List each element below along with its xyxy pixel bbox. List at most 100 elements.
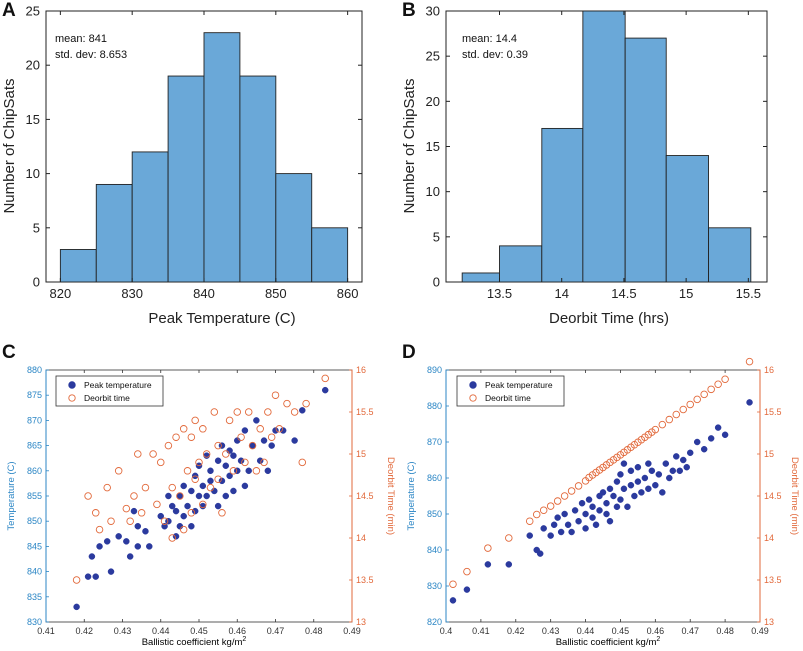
deorbit-time-point — [693, 395, 701, 404]
peak-temperature-point — [550, 521, 558, 529]
y-tick-label: 10 — [426, 184, 440, 199]
peak-temperature-point — [714, 424, 722, 431]
peak-temperature-point — [589, 514, 596, 521]
panel-d-legend: Peak temperature Deorbit time — [456, 375, 565, 407]
peak-temperature-point — [84, 573, 92, 580]
x-tick-label: 15 — [679, 286, 693, 301]
deorbit-time-point — [267, 433, 276, 441]
deorbit-time-point — [191, 416, 199, 425]
deorbit-time-point — [252, 467, 261, 475]
peak-temperature-point — [673, 453, 680, 460]
deorbit-time-point — [214, 441, 222, 450]
peak-temperature-point — [554, 514, 561, 521]
deorbit-time-point — [679, 405, 687, 414]
peak-temperature-point — [599, 489, 607, 496]
panel-a-bars — [59, 32, 349, 283]
peak-temperature-point — [693, 438, 701, 446]
panel-d-ylabel-right: Deorbit Time (min) — [789, 457, 800, 535]
deorbit-time-point — [449, 580, 457, 588]
panel-a-ticks: 820 830 840 850 860 0 5 10 15 20 25 — [26, 4, 362, 301]
panel-c-ticks: 0.41 0.42 0.43 0.44 0.45 0.46 0.47 0.48 0.49 830 8… — [27, 365, 374, 636]
deorbit-time-point — [103, 483, 111, 492]
deorbit-time-point — [84, 492, 92, 500]
panel-d-label: D — [402, 342, 416, 363]
peak-temperature-point — [253, 417, 260, 424]
peak-temperature-point — [211, 487, 218, 495]
panel-b-std: std. dev: 0.39 — [462, 49, 528, 61]
y-tick-label: 25 — [426, 49, 440, 64]
y-left-tick-label: 860 — [27, 466, 42, 476]
peak-temperature-point — [256, 457, 264, 464]
peak-temperature-point — [624, 503, 631, 511]
peak-temperature-point — [679, 456, 687, 464]
deorbit-time-point — [210, 408, 219, 416]
histogram-bar — [665, 155, 709, 283]
deorbit-time-point — [126, 517, 134, 525]
deorbit-time-point — [275, 425, 284, 433]
deorbit-time-point — [199, 425, 207, 433]
y-left-tick-label: 850 — [27, 516, 42, 526]
deorbit-time-point — [290, 408, 299, 416]
deorbit-time-point — [107, 517, 115, 525]
x-tick-label: 0.45 — [612, 626, 630, 636]
panel-c-xlabel: Ballistic coefficient kg/m2 — [142, 636, 247, 648]
deorbit-time-point — [141, 483, 150, 492]
legend-marker-peak — [469, 381, 477, 389]
y-tick-label: 20 — [426, 94, 440, 109]
peak-temperature-point — [686, 449, 694, 457]
panel-c-label: C — [2, 342, 16, 363]
peak-temperature-point — [241, 427, 249, 434]
y-tick-label: 15 — [26, 112, 40, 127]
legend-marker-peak — [68, 381, 76, 389]
peak-temperature-point — [627, 481, 635, 489]
y-left-tick-label: 870 — [427, 437, 442, 447]
deorbit-time-point — [264, 408, 272, 416]
peak-temperature-point — [203, 492, 210, 500]
deorbit-time-point — [206, 483, 215, 492]
y-tick-label: 20 — [26, 58, 40, 73]
peak-temperature-point — [234, 437, 241, 444]
deorbit-time-point — [130, 492, 138, 500]
panel-d-axes-box — [445, 369, 761, 623]
peak-temperature-point — [463, 586, 471, 593]
peak-temperature-point — [557, 528, 565, 536]
deorbit-time-point — [321, 374, 329, 383]
panel-c-legend: Peak temperature Deorbit time — [55, 375, 164, 407]
histogram-bar — [203, 32, 241, 283]
deorbit-time-point — [745, 357, 754, 366]
peak-temperature-point — [582, 510, 589, 518]
peak-temperature-point — [214, 457, 222, 464]
deorbit-time-point — [574, 482, 583, 490]
deorbit-time-point — [91, 509, 100, 517]
peak-temperature-point — [449, 597, 457, 604]
y-tick-label: 0 — [33, 275, 40, 290]
x-tick-label: 0.46 — [647, 626, 665, 636]
deorbit-time-point — [179, 425, 188, 433]
peak-temperature-point — [268, 442, 275, 449]
y-left-tick-label: 880 — [427, 401, 442, 411]
peak-temperature-point — [700, 445, 708, 453]
deorbit-time-point — [191, 475, 199, 483]
peak-temperature-point — [134, 543, 142, 550]
x-tick-label: 0.48 — [716, 626, 734, 636]
deorbit-time-point — [114, 467, 123, 475]
deorbit-time-point — [658, 420, 667, 429]
peak-temperature-point — [218, 477, 226, 485]
deorbit-time-point — [172, 433, 180, 441]
histogram-bar — [95, 183, 133, 283]
peak-temperature-point — [299, 407, 306, 414]
panel-b-mean: mean: 14.4 — [462, 33, 517, 45]
panel-d-ylabel-left: Temperature (C) — [406, 461, 417, 530]
peak-temperature-point — [578, 499, 586, 507]
y-left-tick-label: 835 — [27, 592, 42, 602]
panel-a: A 820 830 840 850 860 0 5 10 15 20 25 mean: 841 st… — [1, 0, 363, 327]
deorbit-time-point — [137, 509, 146, 517]
peak-temperature-point — [222, 462, 230, 470]
peak-temperature-point — [505, 561, 513, 568]
panel-b-label: B — [402, 0, 416, 21]
legend-marker-deorbit — [68, 394, 76, 402]
deorbit-time-point — [199, 500, 207, 509]
x-tick-label: 0.45 — [190, 626, 208, 636]
peak-temperature-point — [195, 492, 203, 500]
